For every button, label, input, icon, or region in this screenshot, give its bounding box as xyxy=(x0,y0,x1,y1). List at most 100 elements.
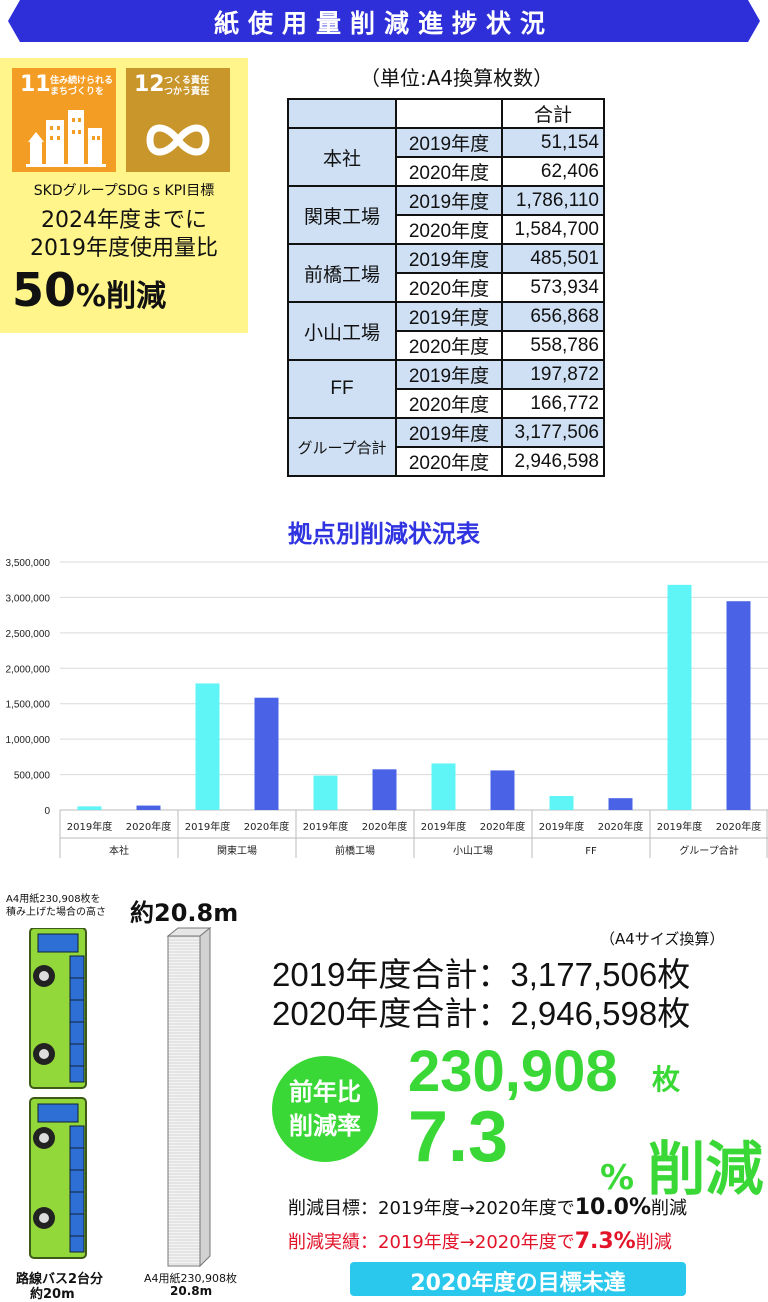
chart-title: 拠点別削減状況表 xyxy=(288,520,480,548)
sdg-target-unit: %削減 xyxy=(76,279,167,314)
bus-icon xyxy=(29,928,87,1089)
x-subcategory-label: 2019年度 xyxy=(67,820,112,833)
x-category-label: グループ合計 xyxy=(679,844,738,857)
table-unit-note: （単位:A4換算枚数） xyxy=(360,66,554,90)
value-cell: 51,154 xyxy=(501,127,605,158)
totals-unit-note: （A4サイズ換算） xyxy=(600,930,725,948)
sdg-goal-12-text: つくる責任 つかう責任 xyxy=(164,76,210,97)
x-subcategory-label: 2020年度 xyxy=(716,820,761,833)
bar-chart: 0 500,000 1,000,000 1,500,000 2,000,000 2,500… xyxy=(6,558,768,858)
x-category-label: 前橋工場 xyxy=(335,844,375,857)
bar-2020 xyxy=(490,770,515,810)
location-cell: FF xyxy=(287,359,397,419)
bar-2019 xyxy=(549,795,574,810)
yoy-badge xyxy=(272,1056,378,1162)
table-row: 2020年度 62,406 xyxy=(288,156,605,187)
location-cell: 前橋工場 xyxy=(287,243,397,303)
year-cell: 2019年度 xyxy=(395,417,503,448)
year-cell: 2019年度 xyxy=(395,359,503,390)
x-subcategory-label: 2020年度 xyxy=(126,820,171,833)
yoy-badge-line-1: 前年比 xyxy=(289,1078,361,1106)
year-cell: 2020年度 xyxy=(395,388,503,419)
year-cell: 2019年度 xyxy=(395,243,503,274)
year-cell: 2020年度 xyxy=(395,214,503,245)
table-header-blank xyxy=(395,98,503,129)
year-cell: 2019年度 xyxy=(395,127,503,158)
stack-height-value: 約20.8m xyxy=(130,899,239,927)
bar-2020 xyxy=(254,697,279,810)
y-tick-label: 3,500,000 xyxy=(6,558,51,569)
sdg-target-value: 50%削減 xyxy=(12,263,166,317)
x-category-label: 小山工場 xyxy=(453,844,493,857)
goal-prefix: 削減目標：2019年度→2020年度で xyxy=(288,1198,575,1219)
reduction-rate: 7.3 xyxy=(408,1097,509,1177)
usage-table: 合計 本社 2019年度 51,154 2020年度 62,406 関東工場 2019年度 1… xyxy=(287,98,605,477)
year-cell: 2020年度 xyxy=(395,272,503,303)
x-subcategory-label: 2020年度 xyxy=(598,820,643,833)
location-cell: グループ合計 xyxy=(287,417,397,477)
reduction-rate-percent: % xyxy=(600,1158,635,1198)
status-badge-text: 2020年度の目標未達 xyxy=(410,1271,626,1296)
x-category-label: 本社 xyxy=(109,844,129,857)
bar-2020 xyxy=(608,798,633,810)
actual-prefix: 削減実績：2019年度→2020年度で xyxy=(288,1232,575,1253)
y-tick-label: 1,000,000 xyxy=(6,735,51,746)
value-cell: 1,786,110 xyxy=(501,185,605,216)
location-cell: 本社 xyxy=(287,127,397,187)
table-row: FF 2019年度 197,872 xyxy=(287,359,605,419)
total-2020: 2020年度合計：2,946,598枚 xyxy=(272,995,691,1032)
actual-suffix: 削減 xyxy=(635,1232,672,1253)
actual-value: 7.3% xyxy=(574,1229,636,1254)
goal-line: 削減目標：2019年度→2020年度で10.0%削減 xyxy=(288,1194,687,1220)
reduction-count: 230,908 xyxy=(408,1039,618,1104)
stack-caption: A4用紙230,908枚を 積み上げた場合の高さ xyxy=(6,893,106,919)
paper-stack-label-1: A4用紙230,908枚 xyxy=(144,1272,238,1285)
bar-2020 xyxy=(726,601,751,810)
x-subcategory-label: 2019年度 xyxy=(185,820,230,833)
reduction-rate-suffix: 削減 xyxy=(647,1135,764,1203)
y-tick-label: 0 xyxy=(44,806,50,817)
x-category-label: 関東工場 xyxy=(217,844,257,857)
value-cell: 166,772 xyxy=(501,388,605,419)
page-title: 紙使用量削減進捗状況 xyxy=(213,9,554,38)
table-row: グループ合計 2019年度 3,177,506 xyxy=(287,417,605,477)
bar-2019 xyxy=(77,806,102,810)
year-cell: 2020年度 xyxy=(395,446,503,477)
table-row: 本社 2019年度 51,154 xyxy=(287,127,605,187)
value-cell: 558,786 xyxy=(501,330,605,361)
bar-2019 xyxy=(431,763,456,810)
year-cell: 2019年度 xyxy=(395,185,503,216)
x-subcategory-label: 2019年度 xyxy=(421,820,466,833)
value-cell: 197,872 xyxy=(501,359,605,390)
value-cell: 3,177,506 xyxy=(501,417,605,448)
sdg-goal-11-text: 住み続けられる まちづくりを xyxy=(50,76,114,97)
infinity-loop-icon xyxy=(146,124,210,156)
x-subcategory-label: 2020年度 xyxy=(480,820,525,833)
bus-illustration xyxy=(29,928,87,1259)
status-badge xyxy=(350,1262,686,1296)
goal-value: 10.0% xyxy=(574,1195,652,1220)
table-row: 関東工場 2019年度 1,786,110 xyxy=(287,185,605,245)
stack-caption-line-2: 積み上げた場合の高さ xyxy=(6,907,106,918)
actual-line: 削減実績：2019年度→2020年度で7.3%削減 xyxy=(288,1228,672,1254)
sdg-target-line-2: 2019年度使用量比 xyxy=(30,236,218,261)
year-cell: 2019年度 xyxy=(395,301,503,332)
sdg-goal-12-number: 12 xyxy=(134,72,165,97)
total-2019: 2019年度合計：3,177,506枚 xyxy=(272,956,691,993)
goal-suffix: 削減 xyxy=(651,1198,688,1219)
location-cell: 関東工場 xyxy=(287,185,397,245)
stack-caption-line-1: A4用紙230,908枚を xyxy=(6,894,101,905)
sdg-target-number: 50 xyxy=(12,263,77,317)
x-subcategory-label: 2019年度 xyxy=(303,820,348,833)
bar-2020 xyxy=(136,805,161,810)
sdg-goal-11-tile: 11 住み続けられる まちづくりを xyxy=(12,68,116,172)
table-header-blank xyxy=(287,98,397,129)
table-row: 2020年度 558,786 xyxy=(288,330,605,361)
bar-2019 xyxy=(667,584,692,810)
value-cell: 1,584,700 xyxy=(501,214,605,245)
x-subcategory-label: 2019年度 xyxy=(539,820,584,833)
year-cell: 2020年度 xyxy=(395,156,503,187)
sdg-kpi-box: 11 住み続けられる まちづくりを 12 つくる責任 つかう責任 xyxy=(0,58,248,333)
bar-2020 xyxy=(372,769,397,810)
value-cell: 485,501 xyxy=(501,243,605,274)
